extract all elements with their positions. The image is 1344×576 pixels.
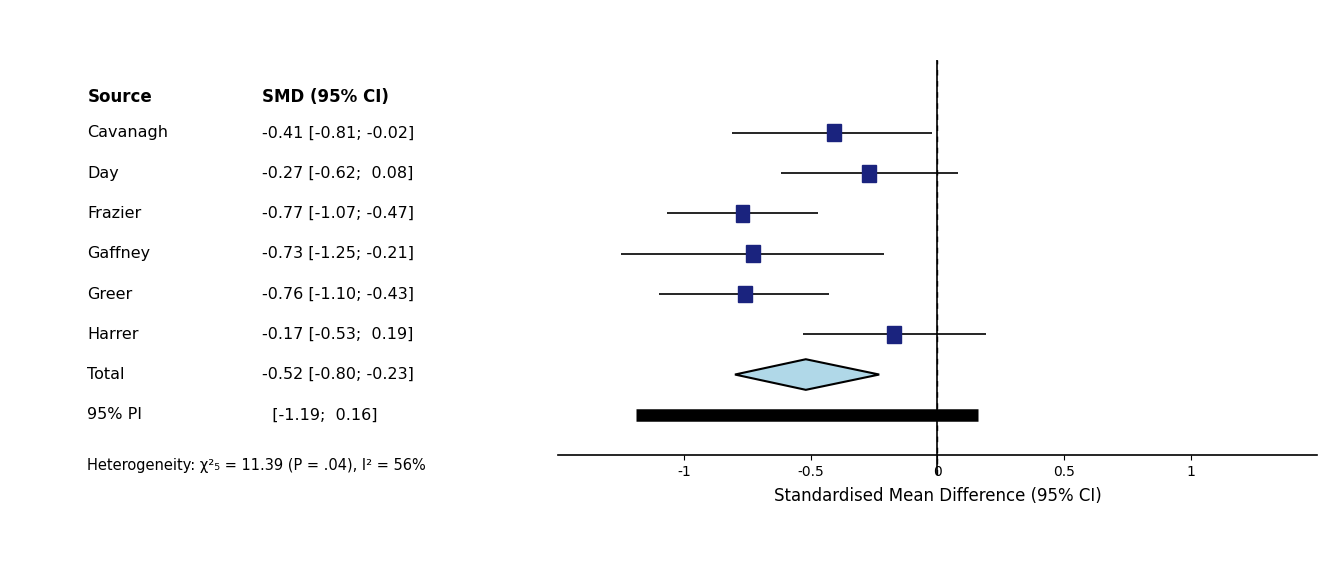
Text: Source: Source <box>87 88 152 106</box>
Text: Total: Total <box>87 367 125 382</box>
Text: Harrer: Harrer <box>87 327 138 342</box>
Text: SMD (95% CI): SMD (95% CI) <box>262 88 388 106</box>
Text: -0.77 [-1.07; -0.47]: -0.77 [-1.07; -0.47] <box>262 206 414 221</box>
X-axis label: Standardised Mean Difference (95% CI): Standardised Mean Difference (95% CI) <box>774 487 1101 505</box>
Polygon shape <box>735 359 879 390</box>
Text: -0.41 [-0.81; -0.02]: -0.41 [-0.81; -0.02] <box>262 126 414 141</box>
Text: Greer: Greer <box>87 286 133 301</box>
Bar <box>827 124 840 142</box>
Bar <box>862 165 876 181</box>
Text: [-1.19;  0.16]: [-1.19; 0.16] <box>262 407 378 422</box>
Text: Heterogeneity: χ²₅ = 11.39 (P = .04), I² = 56%: Heterogeneity: χ²₅ = 11.39 (P = .04), I²… <box>87 458 426 473</box>
Text: Frazier: Frazier <box>87 206 141 221</box>
Text: Cavanagh: Cavanagh <box>87 126 168 141</box>
Bar <box>738 286 753 302</box>
Text: 95% PI: 95% PI <box>87 407 142 422</box>
Text: Gaffney: Gaffney <box>87 247 151 262</box>
Text: -0.52 [-0.80; -0.23]: -0.52 [-0.80; -0.23] <box>262 367 414 382</box>
Bar <box>735 205 750 222</box>
Text: -0.76 [-1.10; -0.43]: -0.76 [-1.10; -0.43] <box>262 286 414 301</box>
Text: -0.27 [-0.62;  0.08]: -0.27 [-0.62; 0.08] <box>262 166 414 181</box>
Text: -0.17 [-0.53;  0.19]: -0.17 [-0.53; 0.19] <box>262 327 414 342</box>
Text: Day: Day <box>87 166 120 181</box>
Bar <box>887 326 902 343</box>
Bar <box>746 245 759 262</box>
Text: -0.73 [-1.25; -0.21]: -0.73 [-1.25; -0.21] <box>262 247 414 262</box>
